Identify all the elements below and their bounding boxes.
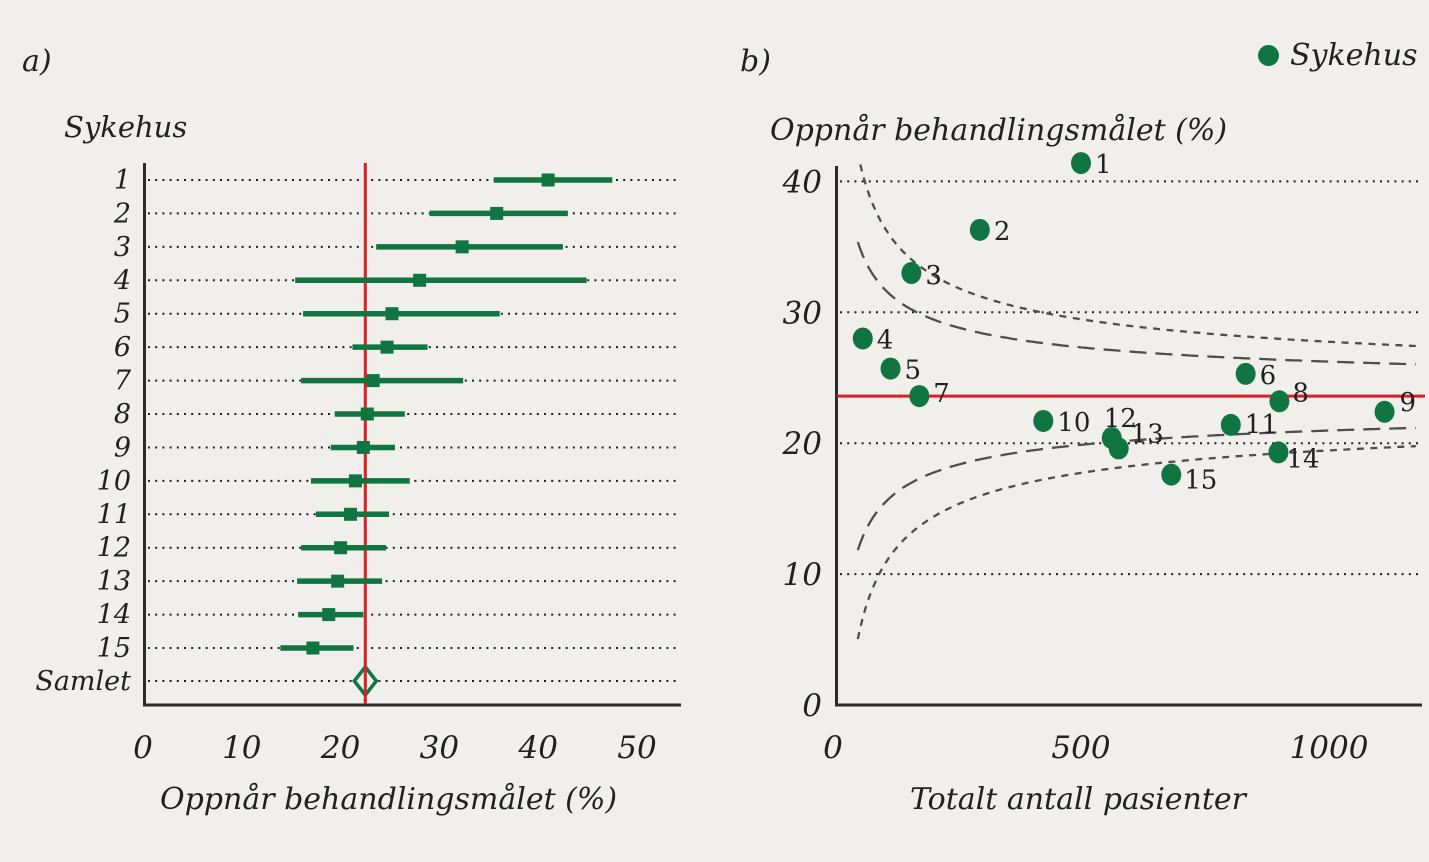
row-label: 4 [113,265,131,296]
hospital-point-label: 8 [1292,378,1309,408]
row-label: 7 [114,366,132,397]
hospital-point [1161,463,1182,486]
hospital-point [1108,437,1129,460]
hospital-point-label: 1 [1095,150,1112,180]
estimate-marker [541,173,555,187]
hospital-point [1269,390,1290,413]
hospital-point-label: 12 [1104,404,1137,434]
hospital-point-label: 9 [1400,388,1417,418]
estimate-marker [455,240,469,254]
row-label: 14 [97,600,131,631]
row-label: 13 [97,566,131,597]
panel-b-label: b) [740,44,771,79]
panel-b-y-tick-label: 0 [802,688,822,724]
funnel-limit-outer-lower [856,445,1416,640]
hospital-point-label: 7 [933,379,950,409]
hospital-point [1374,400,1395,423]
hospital-point-label: 4 [877,325,894,355]
funnel-limit-inner-lower [856,426,1416,551]
panel-a-column-header: Sykehus [64,110,188,144]
row-label: Samlet [35,666,131,697]
estimate-marker [322,608,336,622]
row-label: 11 [97,499,131,530]
panel-a-x-tick-label: 50 [617,730,656,766]
panel-a-x-tick-label: 40 [517,730,557,766]
row-label: 12 [97,533,131,564]
panel-b-x-tick-label: 1000 [1290,730,1369,766]
row-label: 3 [114,232,131,263]
estimate-marker [380,340,394,354]
hospital-point-label: 10 [1057,408,1090,438]
hospital-point-label: 14 [1286,444,1319,474]
estimate-marker [331,574,345,588]
row-label: 15 [97,633,131,664]
hospital-point [909,385,930,408]
panel-b-x-tick-label: 500 [1051,730,1110,766]
legend: Sykehus [1258,38,1417,73]
panel-b-y-tick-label: 30 [783,295,822,331]
estimate-marker [360,407,374,421]
panel-b-y-tick-label: 10 [783,557,822,593]
hospital-point [1071,152,1091,175]
estimate-marker [413,273,427,287]
funnel-limit-inner-upper [856,241,1416,366]
row-label: 2 [113,198,131,229]
estimate-marker [490,206,504,220]
panel-b-y-tick-label: 20 [782,426,822,462]
panel-b-x-tick-label: 0 [823,730,843,766]
hospital-point-label: 15 [1184,466,1217,496]
panel-a-label: a) [22,44,52,79]
panel-a-x-tick-label: 30 [420,730,459,766]
hospital-point-label: 2 [994,217,1011,247]
row-label: 9 [114,432,131,463]
panel-a-x-tick-label: 0 [133,730,153,766]
estimate-marker [343,507,357,521]
legend-label: Sykehus [1290,38,1418,73]
row-label: 1 [114,165,131,196]
panel-b-y-axis-title: Oppnår behandlingsmålet (%) [770,113,1228,148]
hospital-point [901,262,922,285]
hospital-point [852,327,873,350]
hospital-point [1220,413,1241,436]
estimate-marker [385,307,399,321]
row-label: 8 [114,399,131,430]
hospital-point [880,357,901,380]
hospital-point [1235,362,1256,385]
estimate-marker [306,641,320,655]
funnel-limit-outer-upper [859,164,1416,348]
hospital-point [969,218,990,241]
hospital-point [1033,409,1054,432]
hospital-point-label: 3 [925,261,942,291]
row-label: 10 [97,466,131,497]
hospital-point [1268,441,1289,464]
estimate-marker [366,374,380,388]
hospital-point-label: 5 [905,356,922,386]
panel-a-x-axis-title: Oppnår behandlingsmålet (%) [160,782,618,817]
legend-circle-icon [1258,45,1279,66]
hospital-point-label: 6 [1260,361,1277,391]
hospital-point-label: 13 [1131,419,1164,449]
panel-a-x-tick-label: 10 [222,730,261,766]
panel-a-x-tick-label: 20 [320,730,360,766]
estimate-marker [334,541,348,555]
panel-b-y-tick-label: 40 [782,164,822,200]
estimate-marker [356,440,370,454]
estimate-marker [348,474,362,488]
panel-b-x-axis-title: Totalt antall pasienter [909,782,1247,817]
hospital-point-label: 11 [1245,410,1278,440]
row-label: 6 [114,332,131,363]
row-label: 5 [114,299,131,330]
